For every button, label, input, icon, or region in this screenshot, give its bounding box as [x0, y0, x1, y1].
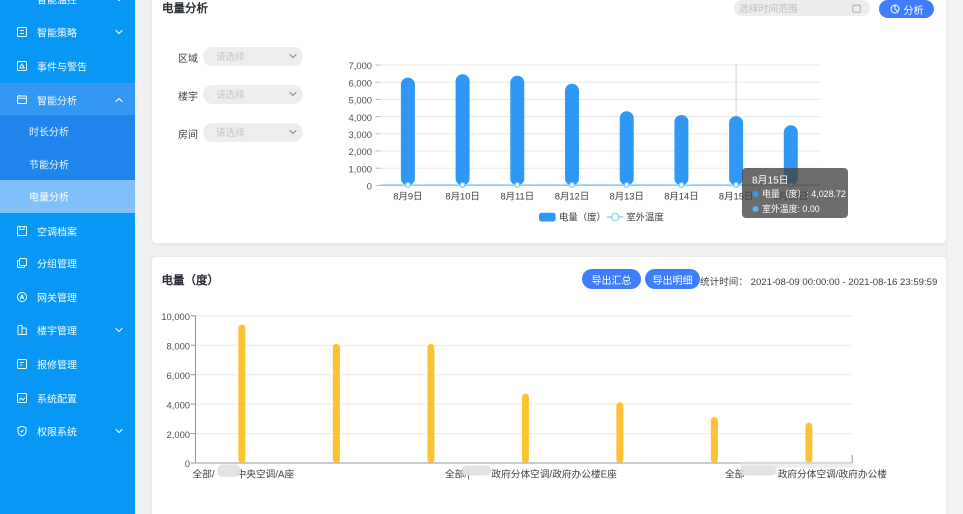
- svg-text:电量（度）: 电量（度）: [559, 211, 606, 222]
- svg-text:政府分体空调/政府办公楼: 政府分体空调/政府办公楼: [778, 467, 888, 480]
- svg-text:10,000: 10,000: [161, 311, 190, 322]
- svg-text:4,000: 4,000: [349, 112, 372, 123]
- svg-text:8月14日: 8月14日: [664, 191, 698, 202]
- svg-text:8月10日: 8月10日: [445, 191, 479, 202]
- svg-text:8月13日: 8月13日: [609, 191, 643, 202]
- svg-text:4,000: 4,000: [167, 399, 190, 410]
- svg-text:8月11日: 8月11日: [500, 191, 534, 202]
- svg-text:2,000: 2,000: [349, 146, 372, 157]
- svg-text:8,000: 8,000: [167, 340, 190, 351]
- svg-text:室外温度: 0.00: 室外温度: 0.00: [762, 203, 820, 214]
- svg-text:中央空调/A座: 中央空调/A座: [237, 467, 295, 480]
- svg-text:室外温度: 室外温度: [626, 211, 664, 222]
- svg-text:6,000: 6,000: [349, 77, 372, 88]
- svg-text:政府分体空调/政府办公楼E座: 政府分体空调/政府办公楼E座: [491, 467, 617, 480]
- svg-text:7,000: 7,000: [349, 60, 372, 71]
- svg-text:8月9日: 8月9日: [393, 191, 422, 202]
- svg-text:电量（度）: 4,028.72: 电量（度）: 4,028.72: [762, 188, 846, 199]
- svg-text:0: 0: [185, 458, 190, 469]
- svg-text:2,000: 2,000: [167, 429, 190, 440]
- svg-text:8月15日: 8月15日: [752, 174, 789, 186]
- svg-text:5,000: 5,000: [349, 95, 372, 106]
- svg-text:全部: 全部: [725, 467, 745, 480]
- svg-text:0: 0: [367, 181, 372, 192]
- svg-text:1,000: 1,000: [349, 163, 372, 174]
- svg-text:全部/: 全部/: [193, 467, 215, 480]
- svg-text:8月12日: 8月12日: [555, 191, 589, 202]
- svg-text:6,000: 6,000: [167, 370, 190, 381]
- svg-text:3,000: 3,000: [349, 129, 372, 140]
- svg-text:8月15日: 8月15日: [719, 191, 753, 202]
